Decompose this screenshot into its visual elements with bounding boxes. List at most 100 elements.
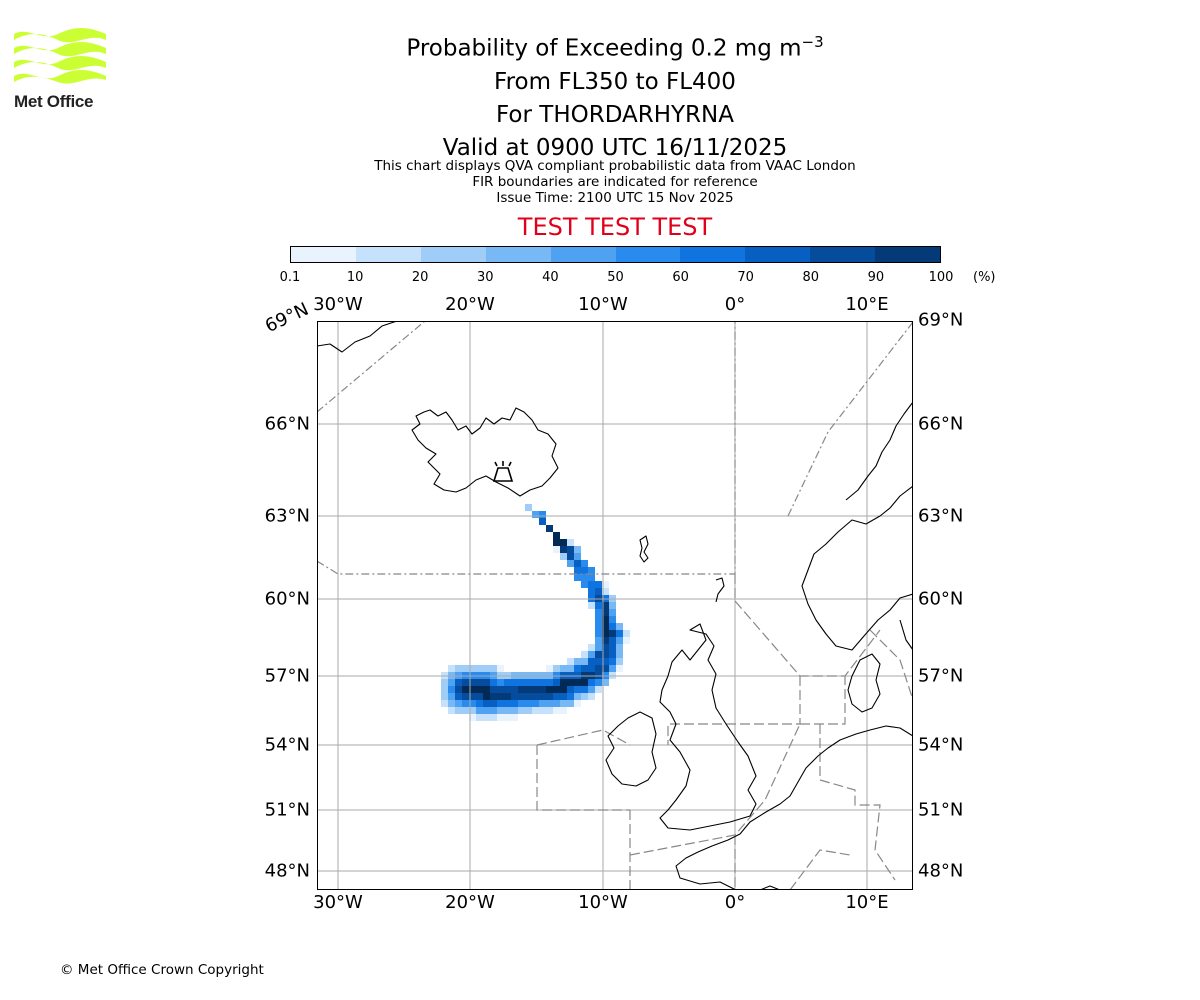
plume-cell [546, 700, 553, 707]
plume-cell [441, 686, 448, 693]
plume-cell [560, 546, 567, 553]
plume-cell [511, 700, 518, 707]
colorbar-tick-label: 20 [411, 270, 429, 285]
lat-label-right-69n: 69°N [918, 309, 964, 331]
lat-label-left-63n: 63°N [264, 505, 310, 527]
plume-cell [483, 707, 490, 714]
plume-cell [462, 686, 469, 693]
plume-cell [588, 581, 595, 588]
plume-cell [574, 679, 581, 686]
plume-cell [574, 658, 581, 665]
lat-label-right-66n: 66°N [918, 413, 964, 435]
plume-cell [609, 630, 616, 637]
colorbar-tick-label: 90 [867, 270, 885, 285]
plume-cell [602, 630, 609, 637]
plume-cell [574, 553, 581, 560]
plume-cell [483, 686, 490, 693]
plume-cell [595, 651, 602, 658]
plume-cell [560, 700, 567, 707]
colorbar-tick-label: 30 [477, 270, 494, 285]
plume-cell [581, 658, 588, 665]
colorbar [290, 246, 941, 263]
denmark-coast [847, 653, 881, 713]
plume-cell [546, 686, 553, 693]
plume-cell [539, 686, 546, 693]
plume-cell [616, 651, 623, 658]
title-main-superscript: −3 [801, 33, 824, 51]
plume-cell [511, 714, 518, 721]
plume-cell [469, 700, 476, 707]
plume-cell [553, 546, 560, 553]
map-frame [317, 321, 913, 890]
info-line-3: Issue Time: 2100 UTC 15 Nov 2025 [496, 190, 734, 206]
norway-north-coast [845, 401, 913, 501]
plume-cell [588, 679, 595, 686]
plume-cell [532, 679, 539, 686]
plume-cell [525, 693, 532, 700]
plume-cell [602, 644, 609, 651]
plume-cell [504, 714, 511, 721]
plume-cell [602, 637, 609, 644]
chart-info: This chart displays QVA compliant probab… [300, 158, 930, 206]
colorbar-segment [615, 247, 681, 262]
lat-label-right-51n: 51°N [918, 799, 964, 821]
plume-cell [504, 700, 511, 707]
plume-cell [560, 665, 567, 672]
plume-cell [455, 679, 462, 686]
plume-cell [602, 651, 609, 658]
plume-cell [546, 525, 553, 532]
plume-cell [497, 693, 504, 700]
great-britain-coast [659, 623, 757, 831]
plume-cell [546, 707, 553, 714]
map-svg[interactable] [317, 321, 913, 890]
met-office-waves-icon [14, 28, 106, 84]
colorbar-tick-label: 50 [607, 270, 624, 285]
plume-cell [441, 679, 448, 686]
lon-label-top-20w: 20°W [445, 294, 495, 315]
plume-cell [546, 693, 553, 700]
plume-cell [448, 686, 455, 693]
plume-cell [595, 658, 602, 665]
colorbar-segment [875, 247, 941, 262]
colorbar-segment [680, 247, 746, 262]
test-banner: TEST TEST TEST [517, 213, 713, 241]
plume-cell [518, 693, 525, 700]
continental-europe-coast [675, 725, 913, 890]
plume-cell [574, 574, 581, 581]
plume-cell [518, 686, 525, 693]
info-line-1: This chart displays QVA compliant probab… [374, 158, 856, 174]
iceland-coast [411, 407, 559, 497]
plume-cell [483, 665, 490, 672]
plume-cell [539, 679, 546, 686]
volcano-icon [492, 461, 514, 482]
plume-cell [609, 623, 616, 630]
plume-cell [616, 637, 623, 644]
lat-label-left-51n: 51°N [264, 799, 310, 821]
plume-cell [518, 679, 525, 686]
plume-cell [448, 679, 455, 686]
plume-cell [560, 693, 567, 700]
plume-cell [588, 588, 595, 595]
faroe-coast [639, 535, 649, 563]
colorbar-segment [810, 247, 876, 262]
plume-cell [588, 602, 595, 609]
plume-cell [483, 700, 490, 707]
ireland-coast [605, 711, 657, 787]
plume-cell [469, 665, 476, 672]
lat-label-left-48n: 48°N [264, 860, 310, 882]
plume-cell [609, 616, 616, 623]
plume-cell [595, 609, 602, 616]
plume-cell [567, 679, 574, 686]
plume-cell [539, 693, 546, 700]
plume-cell [525, 707, 532, 714]
plume-cell [525, 679, 532, 686]
plume-cell [539, 518, 546, 525]
plume-cell [504, 707, 511, 714]
plume-cell [448, 665, 455, 672]
plume-cell [462, 693, 469, 700]
map-panel[interactable] [317, 321, 913, 890]
plume-cell [469, 686, 476, 693]
coastlines [317, 321, 913, 890]
colorbar-tick-label: 60 [672, 270, 689, 285]
lon-label-top-10e: 10°E [845, 294, 889, 315]
